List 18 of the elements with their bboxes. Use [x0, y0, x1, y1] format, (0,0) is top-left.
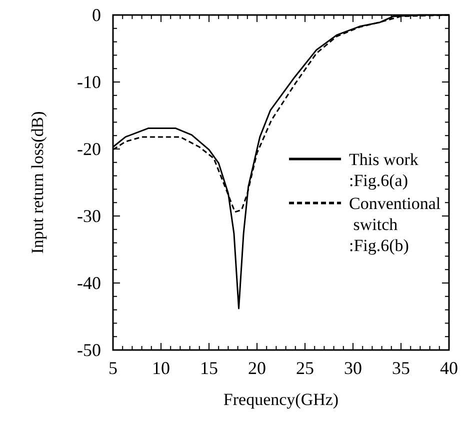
x-tick-label: 10	[152, 358, 170, 378]
legend-label: This work :Fig.6(a)	[349, 150, 419, 190]
x-tick-label: 20	[248, 358, 266, 378]
x-tick-label: 40	[440, 358, 458, 378]
x-tick-label: 15	[200, 358, 218, 378]
x-tick-label: 25	[296, 358, 314, 378]
y-axis-title: Input return loss(dB)	[28, 111, 47, 254]
y-tick-label: -50	[77, 340, 101, 360]
y-tick-label: -30	[77, 206, 101, 226]
y-tick-label: -20	[77, 139, 101, 159]
x-tick-label: 30	[344, 358, 362, 378]
y-tick-label: 0	[92, 5, 101, 25]
y-tick-label: -40	[77, 273, 101, 293]
legend-label: Conventional switch :Fig.6(b)	[349, 194, 441, 256]
x-tick-label: 5	[108, 358, 118, 378]
x-tick-label: 35	[392, 358, 410, 378]
y-tick-label: -10	[77, 72, 101, 92]
x-axis-title: Frequency(GHz)	[223, 390, 339, 409]
